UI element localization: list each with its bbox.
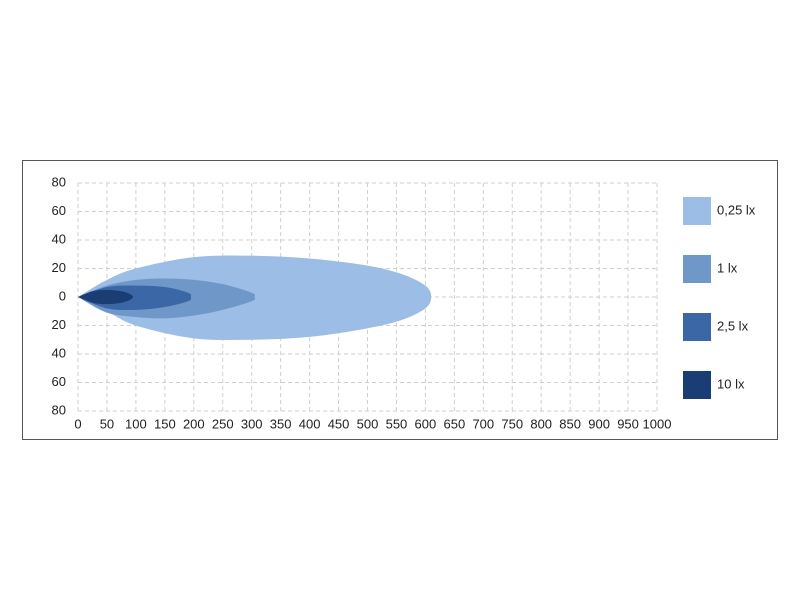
x-tick-label: 700 bbox=[472, 416, 494, 431]
legend-swatch bbox=[683, 371, 711, 399]
y-tick-label: 20 bbox=[52, 317, 66, 332]
y-tick-label: 0 bbox=[59, 288, 66, 303]
x-tick-label: 400 bbox=[299, 416, 321, 431]
x-tick-label: 650 bbox=[443, 416, 465, 431]
x-tick-label: 550 bbox=[386, 416, 408, 431]
y-tick-label: 80 bbox=[52, 402, 66, 417]
x-tick-label: 350 bbox=[270, 416, 292, 431]
x-tick-label: 200 bbox=[183, 416, 205, 431]
x-tick-label: 900 bbox=[588, 416, 610, 431]
y-tick-label: 40 bbox=[52, 231, 66, 246]
legend-swatch bbox=[683, 313, 711, 341]
legend-label: 2,5 lx bbox=[717, 318, 749, 333]
y-tick-label: 60 bbox=[52, 374, 66, 389]
y-tick-label: 40 bbox=[52, 345, 66, 360]
x-tick-label: 500 bbox=[357, 416, 379, 431]
x-tick-label: 50 bbox=[100, 416, 114, 431]
x-tick-label: 800 bbox=[530, 416, 552, 431]
y-tick-label: 60 bbox=[52, 203, 66, 218]
x-tick-label: 300 bbox=[241, 416, 263, 431]
legend-swatch bbox=[683, 197, 711, 225]
x-tick-label: 450 bbox=[328, 416, 350, 431]
x-tick-label: 250 bbox=[212, 416, 234, 431]
y-tick-label: 80 bbox=[52, 174, 66, 189]
x-tick-label: 850 bbox=[559, 416, 581, 431]
isolux-area bbox=[78, 289, 134, 305]
legend-label: 10 lx bbox=[717, 376, 745, 391]
legend-label: 1 lx bbox=[717, 260, 738, 275]
x-tick-label: 1000 bbox=[643, 416, 672, 431]
x-tick-label: 100 bbox=[125, 416, 147, 431]
x-tick-label: 0 bbox=[74, 416, 81, 431]
x-tick-label: 600 bbox=[415, 416, 437, 431]
legend-label: 0,25 lx bbox=[717, 202, 756, 217]
legend-swatch bbox=[683, 255, 711, 283]
x-tick-label: 750 bbox=[501, 416, 523, 431]
y-tick-label: 20 bbox=[52, 260, 66, 275]
x-tick-label: 950 bbox=[617, 416, 639, 431]
x-tick-label: 150 bbox=[154, 416, 176, 431]
